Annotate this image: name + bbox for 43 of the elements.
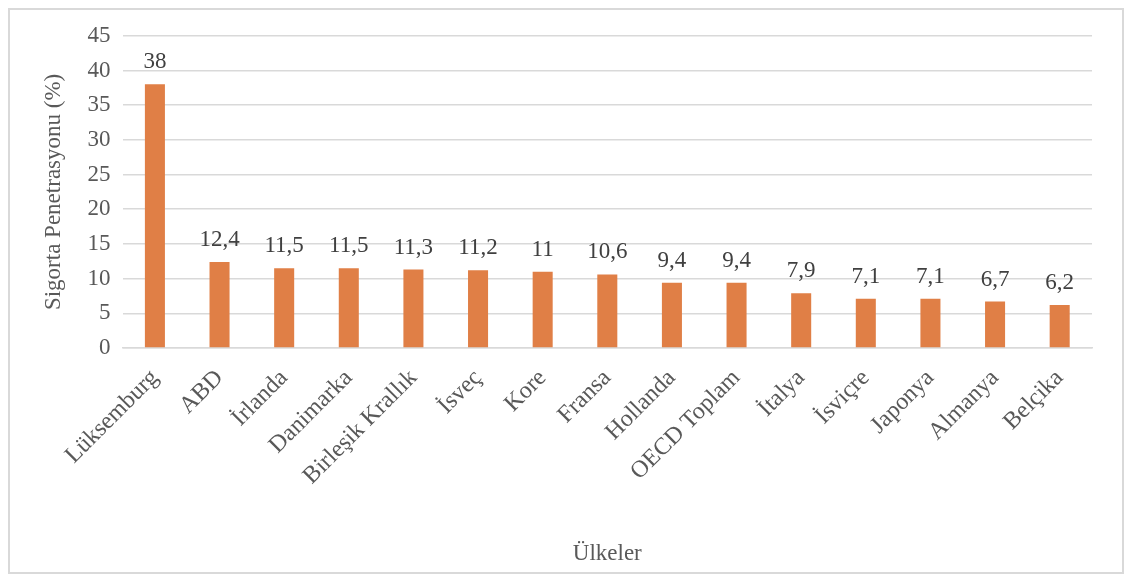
y-tick-label: 15 [87, 229, 111, 255]
y-tick-label: 0 [99, 334, 111, 360]
data-label: 12,4 [199, 225, 241, 251]
data-label: 7,1 [851, 262, 881, 288]
data-label: 11,2 [458, 234, 498, 260]
bar [920, 298, 941, 348]
y-tick-label: 30 [87, 125, 111, 151]
bar [403, 269, 424, 348]
y-tick-label: 45 [87, 21, 111, 47]
bar [1049, 304, 1070, 348]
data-label: 9,4 [722, 246, 752, 272]
data-label: 11,5 [329, 232, 369, 258]
bar [338, 268, 359, 348]
x-axis-title: Ülkeler [572, 540, 643, 566]
y-tick-label: 10 [87, 264, 111, 290]
data-label: 38 [143, 48, 167, 74]
y-tick-label: 35 [87, 91, 111, 117]
data-label: 11,3 [393, 233, 434, 259]
bar [274, 268, 295, 348]
bar [791, 293, 812, 348]
y-tick-label: 25 [87, 160, 111, 186]
bar [468, 270, 489, 348]
data-label: 11,5 [264, 232, 304, 258]
y-tick-label: 20 [87, 195, 111, 221]
y-axis-title: Sigorta Penetrasyonu (%) [39, 73, 65, 311]
bar [532, 271, 553, 348]
x-tick-label: Kore [498, 363, 551, 417]
y-tick-label: 5 [99, 299, 111, 325]
data-label: 10,6 [587, 238, 628, 264]
data-label: 7,9 [786, 257, 816, 283]
data-label: 7,1 [916, 262, 945, 288]
y-tick-label: 40 [87, 56, 111, 82]
data-label: 6,7 [980, 265, 1010, 291]
bar [144, 84, 165, 348]
bar [726, 282, 747, 348]
data-label: 9,4 [657, 246, 687, 272]
bar [209, 261, 230, 348]
bar [855, 298, 876, 348]
bar [985, 301, 1006, 348]
data-label: 11 [531, 235, 554, 261]
bar [597, 274, 618, 348]
bar [661, 282, 682, 348]
data-label: 6,2 [1045, 268, 1075, 294]
